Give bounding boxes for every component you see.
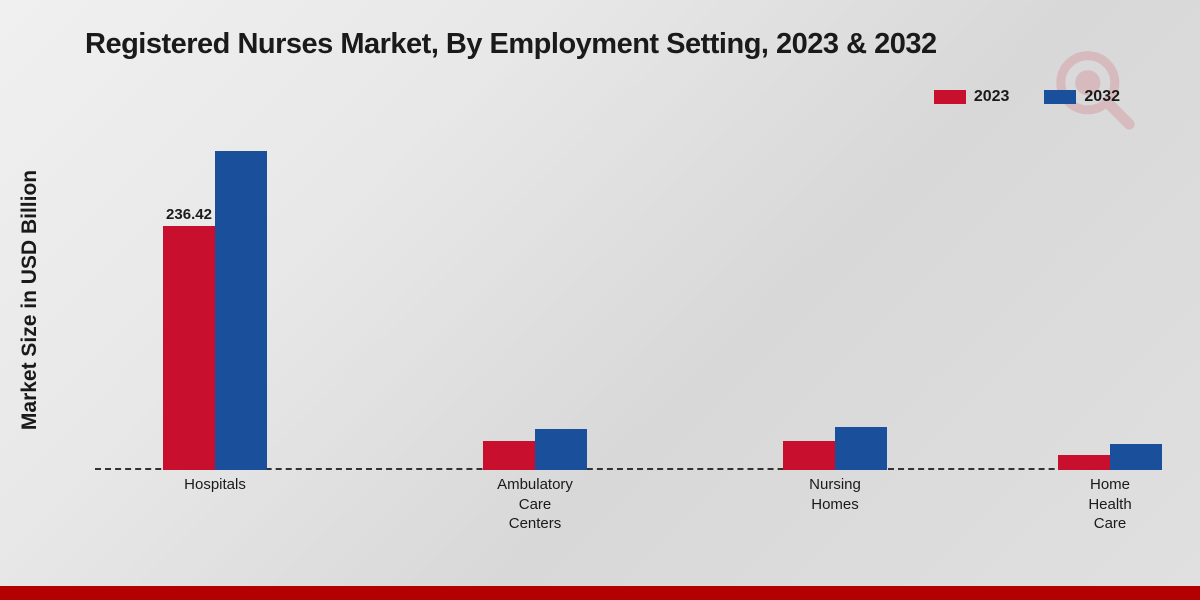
bar-group: 236.42 <box>163 151 267 470</box>
bar-series1 <box>483 441 535 470</box>
x-axis-category-label: Hospitals <box>145 475 285 495</box>
bar-series1 <box>1058 455 1110 470</box>
legend-label-2032: 2032 <box>1084 88 1120 106</box>
bottom-accent-bar <box>0 586 1200 600</box>
bar-series2 <box>215 151 267 470</box>
bar-series2 <box>835 427 887 470</box>
bar-value-label: 236.42 <box>166 206 212 223</box>
bar-series2 <box>535 429 587 470</box>
chart-title: Registered Nurses Market, By Employment … <box>85 28 937 61</box>
x-axis-category-label: HomeHealthCare <box>1040 475 1180 534</box>
legend-label-2023: 2023 <box>974 88 1010 106</box>
legend-item-2032: 2032 <box>1044 88 1120 106</box>
legend: 2023 2032 <box>934 88 1120 106</box>
bar-series1: 236.42 <box>163 226 215 470</box>
bar-series1 <box>783 441 835 470</box>
legend-swatch-2023 <box>934 90 966 104</box>
y-axis-label: Market Size in USD Billion <box>18 170 42 430</box>
bar-series2 <box>1110 444 1162 470</box>
bar-group <box>1058 444 1162 470</box>
x-axis-category-label: AmbulatoryCareCenters <box>465 475 605 534</box>
x-axis-category-label: NursingHomes <box>765 475 905 514</box>
legend-swatch-2032 <box>1044 90 1076 104</box>
legend-item-2023: 2023 <box>934 88 1010 106</box>
bar-group <box>783 427 887 470</box>
bar-group <box>483 429 587 470</box>
chart-plot-area: 236.42 <box>95 130 1155 470</box>
